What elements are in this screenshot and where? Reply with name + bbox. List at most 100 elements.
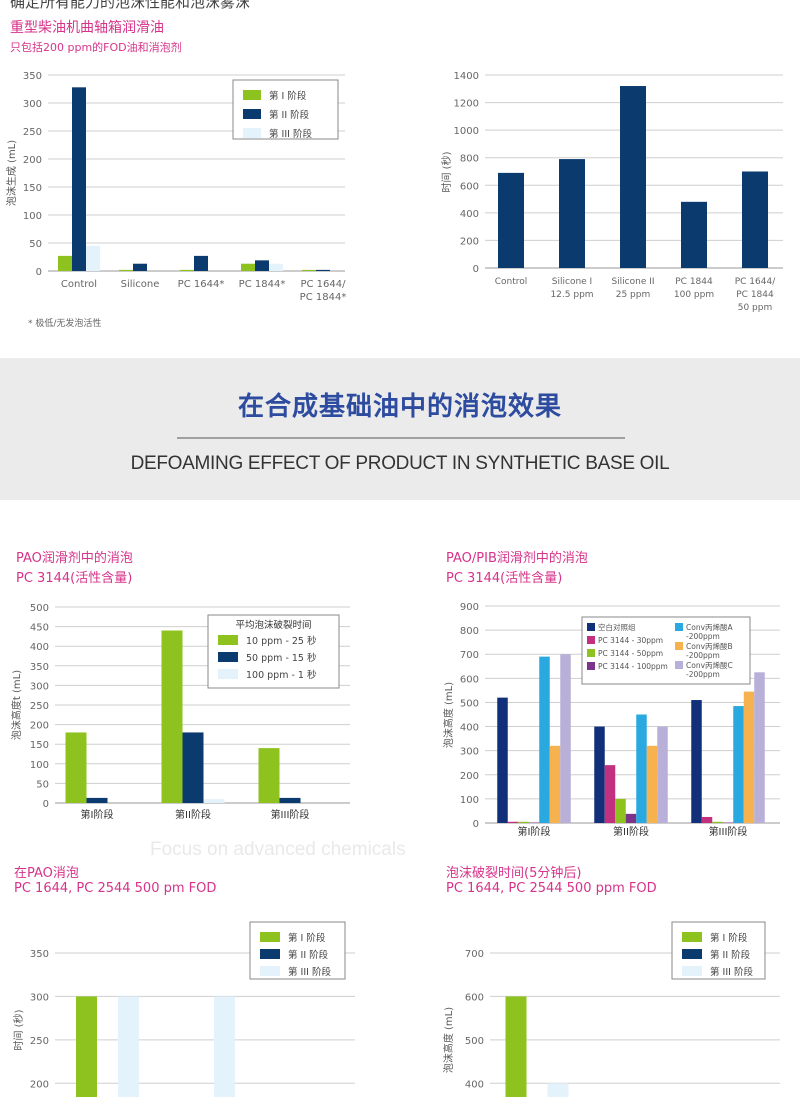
chart6-subtitle: PC 1644, PC 2544 500 ppm FOD — [446, 881, 657, 896]
bar — [620, 86, 646, 269]
y-tick-label: 0 — [43, 799, 49, 810]
chart3-subtitle: PC 3144(活性含量) — [16, 571, 133, 586]
bar — [615, 798, 626, 823]
y-tick-label: 200 — [23, 155, 42, 166]
chart6-title: 泡沫破裂时间(5分钟后) — [446, 866, 582, 881]
bar — [507, 821, 519, 823]
bar — [255, 260, 269, 271]
x-tick-label: PC 1844 — [675, 277, 713, 287]
y-tick-label: 250 — [30, 1036, 49, 1047]
legend-label: PC 3144 - 30ppm — [598, 636, 663, 645]
y-tick-label: 900 — [460, 602, 479, 613]
y-tick-label: 0 — [473, 264, 479, 275]
bar — [161, 630, 183, 803]
bar — [560, 654, 571, 823]
legend-label: 50 ppm - 15 秒 — [246, 652, 317, 664]
bar — [118, 996, 139, 1097]
legend-label: 100 ppm - 1 秒 — [246, 669, 317, 681]
y-tick-label: 600 — [460, 674, 479, 685]
bar — [194, 255, 208, 271]
y-tick-label: 200 — [460, 236, 479, 247]
chart1-subtitle: 只包括200 ppm的FOD油和消泡剂 — [10, 41, 182, 54]
bar — [636, 714, 647, 823]
bar — [657, 726, 668, 823]
bar — [701, 816, 713, 823]
chart-1: 0 50 100 150 200 250 300 350 泡沫生成 (mL) Control Sil… — [5, 71, 346, 303]
y-tick-label: 200 — [30, 721, 49, 732]
legend-swatch — [218, 669, 238, 679]
x-tick-label: 12.5 ppm — [550, 290, 593, 300]
y-tick-label: 450 — [30, 623, 49, 634]
bar — [754, 672, 765, 823]
legend-title: 平均泡沫破裂时间 — [235, 619, 311, 631]
section-subtitle: DEFOAMING EFFECT OF PRODUCT IN SYNTHETIC… — [130, 453, 670, 474]
bar — [497, 697, 508, 823]
x-tick-label: Silicone I — [552, 277, 592, 287]
section-title: 在合成基础油中的消泡效果 — [237, 392, 562, 422]
chart1-footnote: * 极低/无发泡活性 — [28, 319, 102, 329]
legend-swatch — [682, 966, 702, 976]
x-tick-label: Control — [61, 279, 97, 290]
x-tick-label: 50 ppm — [738, 303, 773, 313]
legend-swatch — [218, 635, 238, 645]
y-tick-label: 150 — [23, 183, 42, 194]
bar — [539, 656, 550, 823]
y-tick-label: 250 — [23, 127, 42, 138]
bar — [733, 706, 744, 823]
section-divider — [177, 437, 625, 439]
bar — [691, 700, 702, 823]
legend-swatch — [675, 623, 683, 631]
x-tick-label: PC 1644/ — [735, 277, 776, 287]
legend-swatch — [675, 642, 683, 650]
bar — [65, 732, 87, 803]
x-tick-label: Silicone II — [611, 277, 654, 287]
y-tick-label: 400 — [460, 209, 479, 220]
y-tick-label: 100 — [30, 760, 49, 771]
x-tick-label: 100 ppm — [674, 290, 714, 300]
x-tick-label: PC 1644* — [178, 279, 225, 290]
legend-label: -200ppm — [686, 632, 720, 641]
bar — [72, 87, 86, 271]
legend-label: 第 I 阶段 — [710, 932, 748, 944]
legend-label: Conv丙烯酸B — [686, 641, 733, 651]
y-tick-label: 350 — [30, 949, 49, 960]
y-tick-label: 600 — [465, 992, 484, 1003]
legend-swatch — [682, 932, 702, 942]
y-tick-label: 400 — [460, 723, 479, 734]
y-tick-label: 350 — [30, 662, 49, 673]
bar — [625, 813, 637, 823]
bar — [604, 765, 616, 823]
legend-swatch — [243, 109, 261, 119]
legend-label: 第 I 阶段 — [269, 90, 307, 102]
legend-swatch — [218, 652, 238, 662]
bar — [76, 996, 97, 1097]
legend-label: 第 III 阶段 — [269, 128, 312, 140]
legend-label: 第 II 阶段 — [710, 949, 751, 961]
bar — [214, 996, 235, 1097]
legend-label: Conv丙烯酸A — [686, 622, 734, 632]
chart-6: 400 500 600 700 泡沫高度 (mL) 第 I 阶段第 II 阶段第 III … — [442, 921, 780, 1097]
chart-4: 0 100 200 300 400 500 600 700 800 900 泡沫高度 (mL) 第I阶… — [442, 602, 780, 838]
bar — [133, 263, 147, 271]
legend-swatch — [587, 662, 595, 670]
bar — [646, 745, 658, 823]
legend-swatch — [260, 966, 280, 976]
y-axis-title: 时间 (秒) — [12, 1009, 25, 1050]
x-tick-label: PC 1844* — [300, 292, 347, 303]
chart4-title: PAO/PIB润滑剂中的消泡 — [446, 551, 588, 566]
bar — [302, 269, 316, 271]
y-axis-title: 泡沫高度 (mL) — [442, 682, 455, 748]
bar — [258, 748, 280, 803]
bar — [549, 745, 561, 823]
x-tick-label: 第I阶段 — [81, 808, 114, 821]
legend-swatch — [260, 932, 280, 942]
y-tick-label: 300 — [23, 99, 42, 110]
bar — [743, 691, 755, 823]
x-tick-label: 25 ppm — [616, 290, 651, 300]
y-tick-label: 400 — [30, 642, 49, 653]
bar — [498, 172, 524, 268]
y-tick-label: 250 — [30, 701, 49, 712]
x-tick-label: 第III阶段 — [709, 825, 748, 838]
section-header-band: 在合成基础油中的消泡效果 DEFOAMING EFFECT OF PRODUCT… — [0, 358, 800, 500]
